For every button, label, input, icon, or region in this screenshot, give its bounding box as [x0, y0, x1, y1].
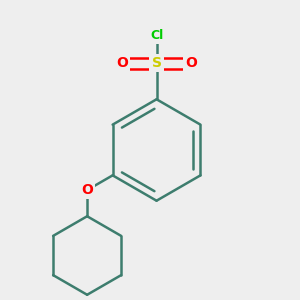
Text: S: S [152, 56, 161, 70]
Text: O: O [185, 56, 197, 70]
Text: Cl: Cl [150, 29, 163, 42]
Text: O: O [81, 183, 93, 197]
Text: O: O [116, 56, 128, 70]
